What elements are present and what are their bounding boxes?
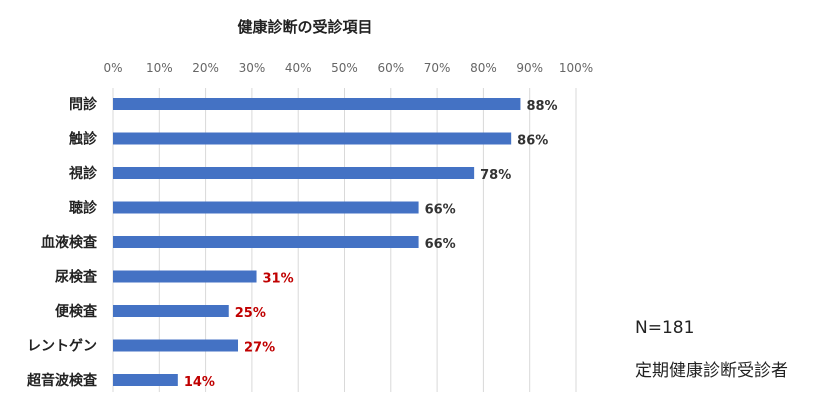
category-label: 血液検査	[41, 234, 98, 251]
value-label: 14%	[184, 375, 215, 390]
value-label: 27%	[244, 341, 275, 356]
category-label: 尿検査	[55, 269, 98, 286]
x-tick-label: 10%	[146, 61, 173, 75]
bar	[113, 374, 178, 386]
bar	[113, 236, 419, 248]
bar	[113, 132, 512, 145]
x-tick-label: 20%	[192, 61, 219, 75]
bar	[113, 305, 229, 317]
x-tick-label: 60%	[377, 61, 404, 75]
x-tick-label: 0%	[103, 61, 122, 75]
x-tick-label: 50%	[331, 61, 358, 75]
value-label: 31%	[263, 272, 294, 287]
sample-description-note: 定期健康診断受診者	[635, 361, 788, 381]
x-tick-label: 70%	[424, 61, 451, 75]
bar	[113, 339, 239, 352]
value-label: 25%	[235, 306, 266, 321]
bar	[113, 167, 475, 179]
category-label: レントゲン	[27, 338, 97, 355]
category-label: 便検査	[55, 303, 98, 320]
value-label: 78%	[480, 168, 511, 183]
category-label: 触診	[68, 131, 98, 148]
x-tick-label: 100%	[559, 61, 593, 75]
value-label: 66%	[425, 237, 456, 252]
x-tick-label: 90%	[516, 61, 543, 75]
x-tick-label: 30%	[239, 61, 266, 75]
x-tick-label: 80%	[470, 61, 497, 75]
value-label: 88%	[526, 99, 557, 114]
value-label: 86%	[517, 134, 548, 149]
bar	[113, 98, 521, 110]
chart-title: 健康診断の受診項目	[237, 18, 372, 36]
x-axis-ticks: 0% 10% 20% 30% 40% 50% 60% 70% 80% 90% 100%	[103, 61, 593, 75]
value-label: 66%	[425, 203, 456, 218]
bars	[113, 98, 521, 386]
x-tick-label: 40%	[285, 61, 312, 75]
category-label: 視診	[68, 165, 98, 182]
bar	[113, 270, 257, 283]
bar	[113, 201, 419, 214]
value-labels: 88% 86% 78% 66% 66% 31% 25% 27% 14%	[184, 99, 558, 390]
sample-size-note: N=181	[635, 318, 695, 338]
category-label: 聴診	[69, 200, 98, 217]
category-label: 問診	[69, 96, 98, 113]
category-label: 超音波検査	[26, 372, 98, 389]
